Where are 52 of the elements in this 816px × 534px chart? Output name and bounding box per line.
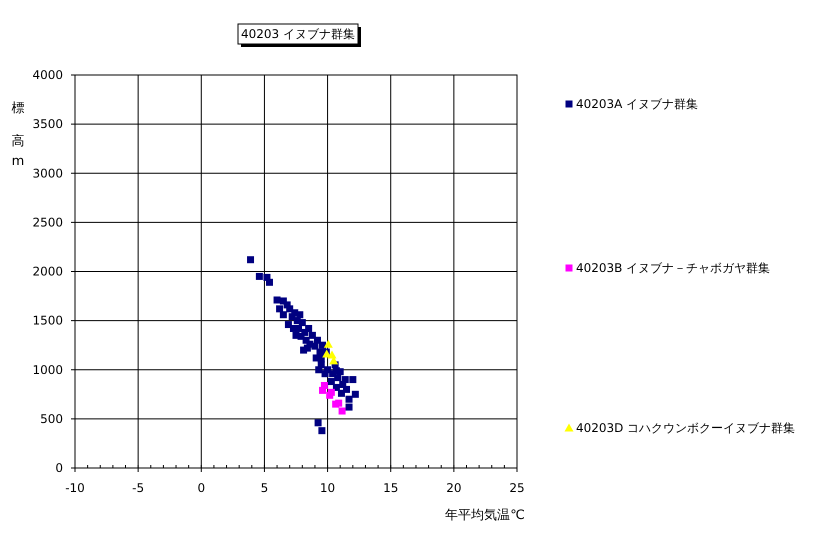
point bbox=[338, 408, 346, 415]
x-tick-label: 10 bbox=[320, 481, 336, 495]
y-tick-label: 0 bbox=[55, 461, 63, 475]
x-tick-label: 20 bbox=[446, 481, 462, 495]
point bbox=[274, 296, 281, 304]
point bbox=[305, 324, 312, 332]
y-tick-label: 3000 bbox=[32, 166, 63, 180]
legend-label: 40203B イヌブナ－チャボガヤ群集 bbox=[576, 261, 770, 275]
chart-title: 40203 イヌブナ群集 bbox=[241, 27, 355, 41]
text: 標高m bbox=[12, 101, 24, 169]
point bbox=[308, 332, 316, 339]
point bbox=[342, 376, 349, 384]
point bbox=[266, 278, 273, 286]
y-tick-label: 2500 bbox=[32, 215, 63, 230]
x-tick-label: -5 bbox=[132, 481, 144, 495]
x-tick-label: 5 bbox=[260, 481, 268, 495]
x-tick-label: -10 bbox=[65, 481, 85, 495]
point bbox=[328, 388, 335, 396]
legend-label: 40203D コハクウンボクーイヌブナ群集 bbox=[576, 421, 796, 435]
point bbox=[322, 370, 329, 378]
point bbox=[319, 386, 326, 394]
y-tick-label: 1500 bbox=[32, 314, 63, 328]
point bbox=[292, 332, 300, 339]
point bbox=[247, 256, 254, 264]
point bbox=[328, 378, 335, 386]
point bbox=[324, 340, 333, 348]
x-tick-label: 15 bbox=[383, 481, 398, 495]
point bbox=[327, 350, 336, 359]
point bbox=[295, 324, 302, 332]
point bbox=[280, 311, 287, 318]
point bbox=[349, 376, 356, 384]
y-tick-label: 500 bbox=[40, 412, 63, 426]
point bbox=[256, 272, 263, 280]
point bbox=[318, 427, 326, 434]
y-tick-label: 3500 bbox=[32, 117, 63, 132]
y-tick-label: 2000 bbox=[32, 264, 63, 278]
point bbox=[300, 346, 308, 354]
point bbox=[276, 305, 284, 312]
point bbox=[335, 400, 342, 407]
point bbox=[298, 319, 306, 326]
x-tick-label: 25 bbox=[509, 481, 525, 495]
legend-label: 40203A イヌブナ群集 bbox=[576, 97, 698, 111]
x-axis-title: 年平均気温℃ bbox=[445, 508, 525, 523]
point bbox=[314, 419, 322, 426]
y-tick-label: 4000 bbox=[32, 68, 63, 82]
point bbox=[343, 386, 350, 393]
point bbox=[346, 396, 353, 403]
y-tick-label: 1000 bbox=[32, 362, 63, 377]
point bbox=[319, 342, 326, 349]
x-tick-label: 0 bbox=[197, 481, 206, 495]
point bbox=[346, 404, 353, 411]
point bbox=[352, 390, 359, 398]
